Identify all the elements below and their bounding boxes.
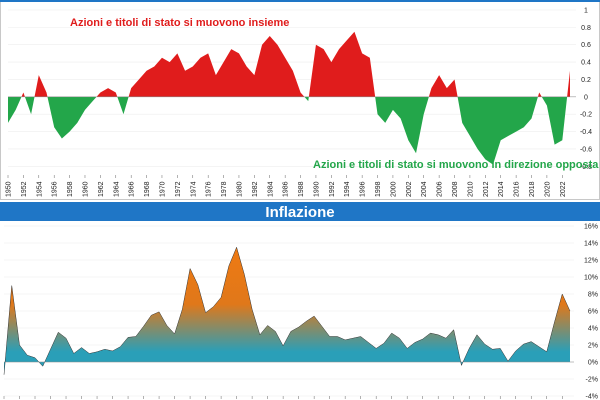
bottom-y-tick-label: 10% <box>584 275 598 282</box>
top-x-tick-label: 1964 <box>113 181 120 197</box>
top-x-tick-label: 2002 <box>406 181 413 197</box>
top-y-tick-label: 0.4 <box>581 60 591 67</box>
top-x-tick-label: 1988 <box>298 181 305 197</box>
top-y-tick-label: -0.2 <box>580 112 592 119</box>
top-x-tick-label: 1982 <box>252 181 259 197</box>
top-x-tick-label: 1984 <box>267 181 274 197</box>
top-x-tick-label: 1990 <box>313 181 320 197</box>
bottom-y-tick-label: -4% <box>586 394 598 400</box>
top-x-tick-label: 2010 <box>467 181 474 197</box>
top-x-tick-label: 2006 <box>437 181 444 197</box>
top-x-tick-label: 1958 <box>67 181 74 197</box>
top-x-tick-label: 1952 <box>21 181 28 197</box>
inflation-title: Inflazione <box>265 204 334 221</box>
bottom-y-tick-label: 8% <box>588 292 598 299</box>
top-x-tick-label: 1970 <box>159 181 166 197</box>
top-x-tick-label: 1974 <box>190 181 197 197</box>
top-x-tick-label: 2014 <box>498 181 505 197</box>
inflation-line <box>3 246 571 375</box>
bottom-y-tick-label: 16% <box>584 224 598 231</box>
top-x-tick-label: 2022 <box>560 181 567 197</box>
series-positive-area <box>8 31 570 97</box>
top-x-tick-label: 1986 <box>283 181 290 197</box>
top-x-tick-label: 1998 <box>375 181 382 197</box>
top-x-tick-label: 2004 <box>421 181 428 197</box>
top-x-tick-label: 1994 <box>344 181 351 197</box>
top-x-tick-label: 1976 <box>206 181 213 197</box>
bottom-y-tick-label: 2% <box>588 343 598 350</box>
inflation-chart: 16% 14% 12% 10% 8% 6% 4% 2% 0% -2% -4% <box>3 224 598 400</box>
top-y-tick-label: -0.8 <box>580 164 592 171</box>
top-y-tick-label: 0 <box>584 94 588 101</box>
top-y-tick-label: 0.2 <box>581 77 591 84</box>
bottom-y-tick-label: 14% <box>584 241 598 248</box>
bottom-y-tick-label: 6% <box>588 309 598 316</box>
top-x-tick-label: 2018 <box>529 181 536 197</box>
inflation-banner <box>0 202 600 221</box>
top-x-tick-label: 2020 <box>544 181 551 197</box>
top-x-tick-label: 2016 <box>514 181 521 197</box>
top-y-tick-label: 0.6 <box>581 42 591 49</box>
top-x-tick-label: 1962 <box>98 181 105 197</box>
top-x-tick-label: 1978 <box>221 181 228 197</box>
series-negative-area <box>8 96 568 165</box>
top-x-tick-label: 1972 <box>175 181 182 197</box>
top-y-tick-label: 0.8 <box>581 25 591 32</box>
top-x-tick-label: 1956 <box>52 181 59 197</box>
bottom-y-tick-label: 12% <box>584 258 598 265</box>
bottom-y-tick-label: 4% <box>588 326 598 333</box>
bottom-y-tick-label: 0% <box>588 360 598 367</box>
bottom-y-tick-label: -2% <box>586 377 598 384</box>
top-y-tick-label: -0.6 <box>580 146 592 153</box>
top-x-tick-label: 2012 <box>483 181 490 197</box>
top-x-tick-label: 1950 <box>6 181 13 197</box>
top-y-tick-label: 1 <box>584 8 588 15</box>
inflation-area <box>4 247 570 375</box>
top-y-tick-label: -0.4 <box>580 129 592 136</box>
top-x-tick-label: 1966 <box>129 181 136 197</box>
top-x-tick-label: 1968 <box>144 181 151 197</box>
top-x-tick-label: 2008 <box>452 181 459 197</box>
top-x-tick-label: 2000 <box>390 181 397 197</box>
top-x-tick-label: 1954 <box>36 181 43 197</box>
top-x-tick-label: 1996 <box>360 181 367 197</box>
annotation-positive: Azioni e titoli di stato si muovono insi… <box>70 17 289 29</box>
correlation-chart: 1 0.8 0.6 0.4 0.2 0 -0.2 -0.4 -0.6 -0.8 1950 1952 19… <box>6 8 593 198</box>
top-x-tick-label: 1992 <box>329 181 336 197</box>
top-x-tick-label: 1980 <box>236 181 243 197</box>
annotation-negative: Azioni e titoli di stato si muovono in d… <box>313 159 599 171</box>
top-x-tick-label: 1960 <box>82 181 89 197</box>
